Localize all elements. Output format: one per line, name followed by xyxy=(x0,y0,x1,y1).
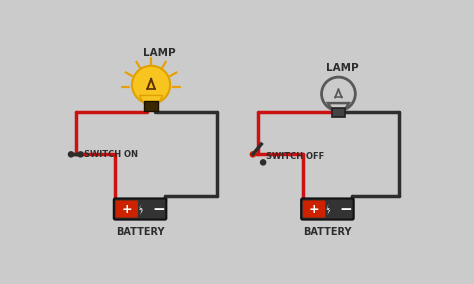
Circle shape xyxy=(261,160,266,165)
Polygon shape xyxy=(139,203,143,215)
Text: −: − xyxy=(152,202,165,216)
Polygon shape xyxy=(139,95,163,103)
Circle shape xyxy=(78,152,83,157)
Text: BATTERY: BATTERY xyxy=(303,227,352,237)
Text: −: − xyxy=(339,202,352,216)
FancyBboxPatch shape xyxy=(114,199,166,220)
Circle shape xyxy=(132,66,170,104)
FancyBboxPatch shape xyxy=(301,199,354,220)
Text: SWITCH ON: SWITCH ON xyxy=(84,150,138,159)
Circle shape xyxy=(68,152,73,157)
FancyBboxPatch shape xyxy=(303,201,325,218)
Text: +: + xyxy=(309,202,319,216)
Text: SWITCH OFF: SWITCH OFF xyxy=(266,152,324,161)
Text: BATTERY: BATTERY xyxy=(116,227,164,237)
Text: +: + xyxy=(121,202,132,216)
Text: LAMP: LAMP xyxy=(326,63,358,74)
Text: LAMP: LAMP xyxy=(143,49,175,59)
Polygon shape xyxy=(328,103,349,110)
Bar xyxy=(144,101,158,111)
Circle shape xyxy=(250,152,255,157)
FancyBboxPatch shape xyxy=(116,201,138,218)
Bar xyxy=(332,108,345,117)
Polygon shape xyxy=(327,203,330,215)
